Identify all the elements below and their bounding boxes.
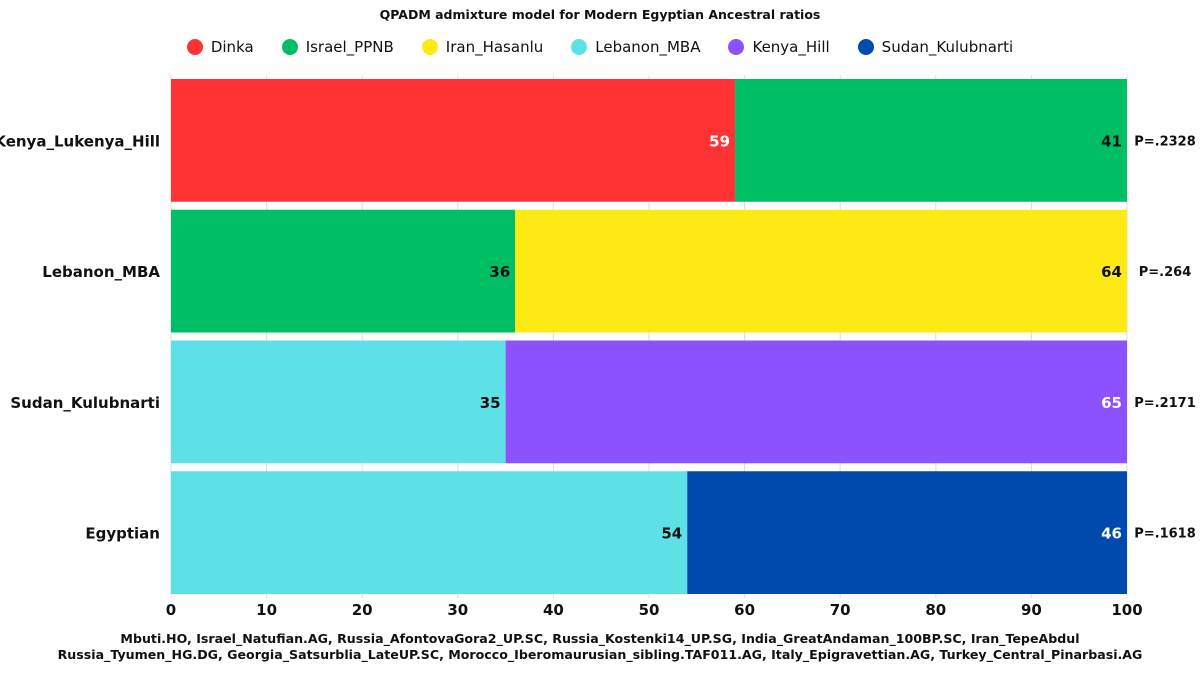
bar-segment-egyptian-lebanon-mba bbox=[171, 471, 688, 594]
legend-swatch bbox=[571, 39, 588, 55]
source-list-line: Russia_Tyumen_HG.DG, Georgia_Satsurblia_… bbox=[57, 647, 1143, 662]
chart-title: QPADM admixture model for Modern Egyptia… bbox=[379, 7, 821, 22]
x-tick-label: 80 bbox=[925, 601, 946, 619]
data-label: 36 bbox=[489, 263, 510, 281]
legend-item-dinka: Dinka bbox=[186, 38, 254, 56]
source-list: Mbuti.HO, Israel_Natufian.AG, Russia_Afo… bbox=[0, 631, 1200, 663]
p-value-label: P=.2328 bbox=[1134, 134, 1196, 149]
legend-swatch bbox=[186, 39, 203, 55]
legend-swatch bbox=[421, 39, 438, 55]
bar-segment-sudan-kulubnarti-kenya-hill bbox=[505, 340, 1128, 464]
legend-swatch bbox=[728, 39, 745, 55]
category-label: Egyptian bbox=[85, 525, 160, 543]
data-label: 41 bbox=[1101, 132, 1122, 150]
data-label: 46 bbox=[1101, 525, 1122, 543]
legend-swatch bbox=[281, 39, 298, 55]
bar-segment-lebanon-mba-israel-ppnb bbox=[171, 209, 516, 333]
category-label: Lebanon_MBA bbox=[42, 263, 160, 281]
legend-item-sudan-kulubnarti: Sudan_Kulubnarti bbox=[857, 38, 1014, 56]
legend-item-lebanon-mba: Lebanon_MBA bbox=[571, 38, 700, 56]
bar-segment-lebanon-mba-iran-hasanlu bbox=[515, 209, 1127, 333]
p-value-label: P=.264 bbox=[1139, 265, 1192, 280]
data-label: 54 bbox=[661, 525, 682, 543]
stacked-bar-chart: 59 41 Kenya_Lukenya_Hill P=.2328 36 64 Lebanon… bbox=[0, 75, 1196, 619]
legend-label: Dinka bbox=[210, 38, 254, 56]
data-label: 35 bbox=[480, 394, 501, 412]
legend: Dinka Israel_PPNB Iran_Hasanlu Lebanon_MBA K… bbox=[0, 36, 1200, 58]
data-label: 64 bbox=[1101, 263, 1122, 281]
legend-item-israel-ppnb: Israel_PPNB bbox=[281, 38, 394, 56]
data-label: 59 bbox=[709, 132, 730, 150]
x-tick-label: 40 bbox=[543, 601, 564, 619]
legend-item-iran-hasanlu: Iran_Hasanlu bbox=[421, 38, 544, 56]
legend-label: Israel_PPNB bbox=[305, 38, 394, 56]
x-tick-label: 20 bbox=[352, 601, 373, 619]
legend-item-kenya-hill: Kenya_Hill bbox=[728, 38, 830, 56]
x-tick-label: 70 bbox=[830, 601, 851, 619]
x-tick-label: 60 bbox=[734, 601, 755, 619]
x-tick-label: 0 bbox=[166, 601, 176, 619]
x-tick-label: 10 bbox=[256, 601, 277, 619]
source-list-line: Mbuti.HO, Israel_Natufian.AG, Russia_Afo… bbox=[120, 631, 1080, 646]
x-tick-label: 30 bbox=[447, 601, 468, 619]
x-tick-label: 100 bbox=[1111, 601, 1142, 619]
p-value-label: P=.1618 bbox=[1134, 527, 1196, 542]
bar-segment-kenya-lukenya-hill-dinka bbox=[171, 79, 736, 202]
legend-label: Kenya_Hill bbox=[752, 38, 830, 56]
p-value-label: P=.2171 bbox=[1134, 396, 1196, 411]
category-label: Sudan_Kulubnarti bbox=[10, 394, 160, 412]
legend-swatch bbox=[857, 39, 874, 55]
data-label: 65 bbox=[1101, 394, 1122, 412]
bar-segment-egyptian-sudan-kulubnarti bbox=[687, 471, 1127, 594]
category-label: Kenya_Lukenya_Hill bbox=[0, 132, 160, 150]
legend-label: Sudan_Kulubnarti bbox=[881, 38, 1014, 56]
x-tick-label: 90 bbox=[1021, 601, 1042, 619]
bar-segment-kenya-lukenya-hill-israel-ppnb bbox=[735, 79, 1127, 202]
x-tick-label: 50 bbox=[639, 601, 660, 619]
bar-segment-sudan-kulubnarti-lebanon-mba bbox=[171, 340, 506, 464]
legend-label: Iran_Hasanlu bbox=[445, 38, 544, 56]
legend-label: Lebanon_MBA bbox=[595, 38, 701, 56]
